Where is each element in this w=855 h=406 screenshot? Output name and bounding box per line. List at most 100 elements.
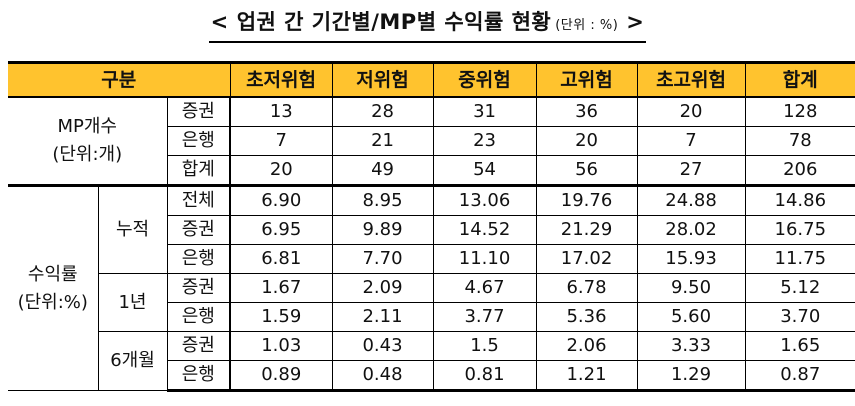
cell: 54 <box>432 155 537 186</box>
table-row: MP개수 (단위:개) 증권 13 28 31 36 20 128 <box>8 96 855 186</box>
table-row: 은행 0.89 0.48 0.81 1.21 1.29 0.87 <box>8 360 855 392</box>
mp-count-label-line2: (단위:개) <box>52 144 123 165</box>
cell: 8.95 <box>331 184 434 216</box>
cell: 5.60 <box>636 302 746 332</box>
row-item: 은행 <box>167 302 232 332</box>
title-main: 업권 간 기간별/MP별 수익률 현황 <box>236 10 552 34</box>
mp-count-label-line1: MP개수 <box>57 116 117 137</box>
cell: 4.67 <box>432 273 537 303</box>
title-wrap: < 업권 간 기간별/MP별 수익률 현황 (단위 : %) > <box>0 8 855 43</box>
cell: 13.06 <box>432 184 537 216</box>
cell: 16.75 <box>744 215 855 245</box>
cell: 20 <box>535 126 638 156</box>
header-category: 구분 <box>8 61 231 98</box>
cell: 5.12 <box>744 273 855 303</box>
cell: 0.81 <box>432 360 537 392</box>
cell: 206 <box>744 155 855 186</box>
cell: 0.43 <box>331 331 434 361</box>
cell: 0.89 <box>229 360 333 392</box>
cell: 9.50 <box>636 273 746 303</box>
row-item: 증권 <box>166 331 232 361</box>
cell: 19.76 <box>535 184 638 216</box>
table-row: 합계 20 49 54 56 27 206 <box>8 155 855 186</box>
returns-label-line2: (단위:%) <box>17 291 88 313</box>
cell: 2.06 <box>535 331 638 361</box>
period-label: 1년 <box>98 273 168 332</box>
cell: 1.65 <box>744 331 855 361</box>
cell: 31 <box>432 96 537 127</box>
cell: 1.03 <box>229 331 333 361</box>
cell: 2.09 <box>331 273 434 303</box>
cell: 6.81 <box>229 244 333 274</box>
returns-label-line1: 수익률 <box>27 263 78 285</box>
title-bracket-right: > <box>626 10 645 34</box>
table-row: 1년 증권 1.67 2.09 4.67 6.78 9.50 5.12 <box>8 273 855 332</box>
cell: 2.11 <box>331 302 434 332</box>
cell: 20 <box>229 155 333 186</box>
header-col: 합계 <box>744 61 855 98</box>
cell: 17.02 <box>535 244 638 274</box>
cell: 7 <box>636 126 746 156</box>
cell: 1.59 <box>229 302 333 332</box>
header-row: 구분 초저위험 저위험 중위험 고위험 초고위험 합계 <box>8 61 855 98</box>
cell: 1.67 <box>229 273 333 303</box>
header-col: 저위험 <box>331 61 434 98</box>
table-row: 수익률 (단위:%) 누적 전체 6.90 8.95 13.06 19.76 2… <box>8 184 855 391</box>
cell: 3.70 <box>744 302 855 332</box>
cell: 1.5 <box>432 331 537 361</box>
cell: 27 <box>636 155 746 186</box>
cell: 9.89 <box>331 215 434 245</box>
cell: 13 <box>229 96 333 127</box>
cell: 6.78 <box>535 273 638 303</box>
cell: 56 <box>535 155 638 186</box>
cell: 1.29 <box>636 360 746 392</box>
row-item: 은행 <box>167 360 232 392</box>
page-title: < 업권 간 기간별/MP별 수익률 현황 (단위 : %) > <box>208 8 647 43</box>
row-item: 은행 <box>167 126 232 156</box>
cell: 0.48 <box>331 360 434 392</box>
cell: 20 <box>636 96 746 127</box>
cell: 78 <box>744 126 855 156</box>
period-label: 6개월 <box>98 331 168 391</box>
row-item: 증권 <box>167 215 232 245</box>
cell: 6.95 <box>229 215 333 245</box>
cell: 0.87 <box>744 360 855 392</box>
cell: 6.90 <box>229 184 333 216</box>
row-item: 증권 <box>166 273 232 303</box>
cell: 3.33 <box>636 331 746 361</box>
returns-label: 수익률 (단위:%) <box>8 184 99 391</box>
cell: 24.88 <box>636 184 746 216</box>
cell: 7 <box>229 126 333 156</box>
table-row: 은행 1.59 2.11 3.77 5.36 5.60 3.70 <box>8 302 855 332</box>
row-item: 은행 <box>167 244 232 274</box>
cell: 11.10 <box>432 244 537 274</box>
row-item: 증권 <box>166 96 232 127</box>
period-label: 누적 <box>97 184 168 274</box>
table-row: 증권 6.95 9.89 14.52 21.29 28.02 16.75 <box>8 215 855 245</box>
cell: 7.70 <box>331 244 434 274</box>
cell: 14.86 <box>744 184 855 216</box>
cell: 49 <box>331 155 434 186</box>
cell: 21.29 <box>535 215 638 245</box>
cell: 23 <box>432 126 537 156</box>
mp-count-label: MP개수 (단위:개) <box>8 96 168 186</box>
row-item: 합계 <box>167 155 232 186</box>
cell: 14.52 <box>432 215 537 245</box>
cell: 3.77 <box>432 302 537 332</box>
cell: 36 <box>535 96 638 127</box>
cell: 28 <box>331 96 434 127</box>
table-row: 6개월 증권 1.03 0.43 1.5 2.06 3.33 1.65 <box>8 331 855 391</box>
cell: 128 <box>744 96 855 127</box>
cell: 15.93 <box>636 244 746 274</box>
cell: 5.36 <box>535 302 638 332</box>
row-item: 전체 <box>166 184 232 216</box>
header-col: 중위험 <box>432 61 537 98</box>
header-col: 고위험 <box>535 61 638 98</box>
header-col: 초저위험 <box>229 61 333 98</box>
cell: 21 <box>331 126 434 156</box>
returns-table: 구분 초저위험 저위험 중위험 고위험 초고위험 합계 MP개수 (단위:개) … <box>8 61 855 392</box>
cell: 11.75 <box>744 244 855 274</box>
title-unit: (단위 : %) <box>555 18 619 33</box>
header-col: 초고위험 <box>636 61 746 98</box>
table-row: 은행 6.81 7.70 11.10 17.02 15.93 11.75 <box>8 244 855 274</box>
